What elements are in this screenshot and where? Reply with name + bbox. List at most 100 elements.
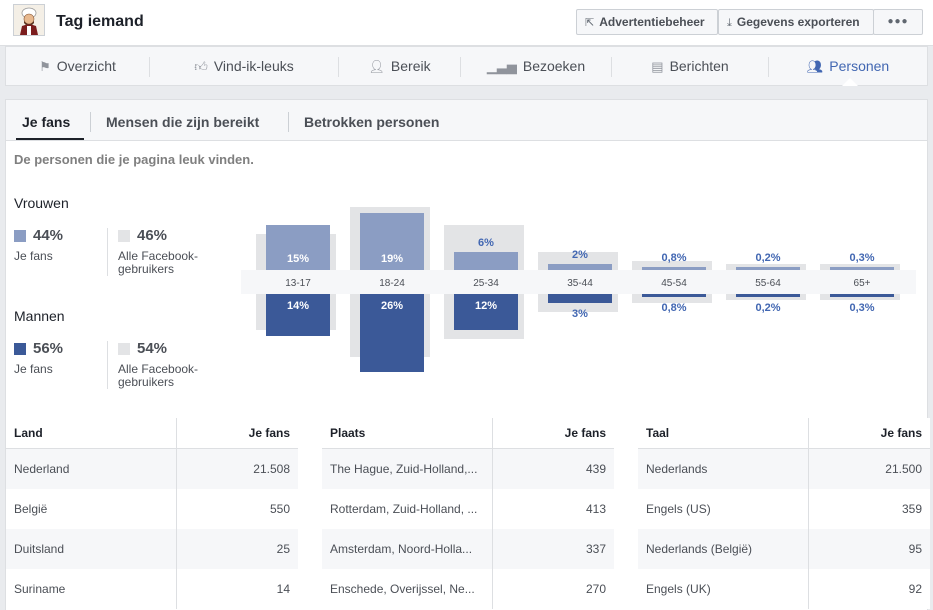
table-cell-fans: 21.508 bbox=[175, 448, 298, 489]
audience-subtabs: Je fans Mensen die zijn bereikt Betrokke… bbox=[6, 100, 927, 141]
table-row[interactable]: Nederland 21.508 bbox=[6, 448, 298, 489]
tab-vind-ik-leuks-label: Vind-ik-leuks bbox=[213, 58, 294, 74]
age-tick-label: 45-54 bbox=[661, 278, 687, 289]
men-value-label: 0,3% bbox=[849, 302, 874, 314]
more-button[interactable]: ●●● bbox=[873, 9, 923, 35]
chef-avatar-icon bbox=[14, 5, 44, 35]
section-description: De personen die je pagina leuk vinden. bbox=[14, 152, 254, 167]
tab-bezoeken[interactable]: ▁▃▅ Bezoeken bbox=[461, 47, 611, 85]
table-cell-name: Nederlands (België) bbox=[638, 529, 808, 569]
women-value-label: 19% bbox=[381, 253, 403, 265]
subtab-divider bbox=[90, 112, 91, 132]
women-value-label: 0,2% bbox=[755, 252, 780, 264]
thumbs-up-icon: 👍︎ bbox=[194, 59, 208, 74]
subtab-betrokken[interactable]: Betrokken personen bbox=[304, 114, 440, 130]
table-cell-fans: 359 bbox=[807, 489, 930, 529]
ads-manager-button[interactable]: ⇱ Advertentiebeheer bbox=[576, 9, 718, 35]
women-fans-bar bbox=[830, 267, 894, 270]
tab-vind-ik-leuks[interactable]: 👍︎ Vind-ik-leuks bbox=[150, 47, 338, 85]
nav-divider bbox=[611, 57, 612, 77]
table-cell-fans: 270 bbox=[491, 569, 614, 609]
men-label: Mannen bbox=[14, 308, 65, 324]
table-cell-name: Rotterdam, Zuid-Holland, ... bbox=[322, 489, 492, 529]
table-row[interactable]: Duitsland 25 bbox=[6, 529, 298, 569]
city-column-header[interactable]: Plaats bbox=[322, 418, 492, 449]
export-data-button[interactable]: ⤓ Gegevens exporteren bbox=[718, 9, 874, 35]
women-value-label: 6% bbox=[478, 237, 494, 249]
subtab-active-underline bbox=[16, 138, 84, 140]
table-row[interactable]: Amsterdam, Noord-Holla... 337 bbox=[322, 529, 614, 569]
page-header: Tag iemand ⇱ Advertentiebeheer ⤓ Gegevens … bbox=[0, 0, 933, 46]
people-panel: Je fans Mensen die zijn bereikt Betrokke… bbox=[5, 99, 930, 610]
women-all-label-2: gebruikers bbox=[118, 262, 175, 276]
subtab-bereikt[interactable]: Mensen die zijn bereikt bbox=[106, 114, 260, 130]
age-tick-label: 55-64 bbox=[755, 278, 781, 289]
table-row[interactable]: België 550 bbox=[6, 489, 298, 529]
active-tab-caret bbox=[842, 78, 858, 86]
men-fans-label: Je fans bbox=[14, 362, 53, 376]
men-fans-bar bbox=[266, 294, 330, 336]
men-all-swatch bbox=[118, 343, 130, 355]
table-row[interactable]: The Hague, Zuid-Holland,... 439 bbox=[322, 448, 614, 489]
table-row[interactable]: Nederlands (België) 95 bbox=[638, 529, 930, 569]
table-cell-name: Suriname bbox=[6, 569, 176, 609]
tab-overzicht[interactable]: ⚑ Overzicht bbox=[6, 47, 149, 85]
table-cell-name: The Hague, Zuid-Holland,... bbox=[322, 448, 492, 489]
country-fans-column-header[interactable]: Je fans bbox=[175, 418, 298, 449]
women-all-swatch bbox=[118, 230, 130, 242]
women-fans-bar bbox=[266, 225, 330, 270]
men-fans-bar bbox=[360, 294, 424, 372]
women-fans-bar bbox=[642, 267, 706, 270]
table-cell-name: Enschede, Overijssel, Ne... bbox=[322, 569, 492, 609]
page-title[interactable]: Tag iemand bbox=[56, 13, 144, 30]
table-cell-fans: 21.500 bbox=[807, 448, 930, 489]
women-value-label: 0,8% bbox=[661, 252, 686, 264]
city-fans-column-header[interactable]: Je fans bbox=[491, 418, 614, 449]
age-tick-label: 13-17 bbox=[285, 278, 311, 289]
men-fans-bar bbox=[830, 294, 894, 297]
table-row[interactable]: Engels (US) 359 bbox=[638, 489, 930, 529]
women-value-label: 0,3% bbox=[849, 252, 874, 264]
table-cell-name: Nederland bbox=[6, 448, 176, 489]
nav-divider bbox=[149, 57, 150, 77]
table-row[interactable]: Enschede, Overijssel, Ne... 270 bbox=[322, 569, 614, 609]
tab-berichten[interactable]: ▤ Berichten bbox=[612, 47, 768, 85]
women-value-label: 15% bbox=[287, 253, 309, 265]
men-fans-bar bbox=[454, 294, 518, 330]
person-icon: 👤︎ bbox=[368, 59, 385, 74]
women-label: Vrouwen bbox=[14, 195, 69, 211]
table-row[interactable]: Engels (UK) 92 bbox=[638, 569, 930, 609]
table-row[interactable]: Rotterdam, Zuid-Holland, ... 413 bbox=[322, 489, 614, 529]
subtab-je-fans[interactable]: Je fans bbox=[22, 114, 71, 130]
men-all-label-1: Alle Facebook- bbox=[118, 362, 199, 376]
tab-bezoeken-label: Bezoeken bbox=[522, 58, 586, 74]
table-cell-fans: 95 bbox=[807, 529, 930, 569]
nav-divider bbox=[460, 57, 461, 77]
table-row[interactable]: Suriname 14 bbox=[6, 569, 298, 609]
table-row[interactable]: Nederlands 21.500 bbox=[638, 448, 930, 489]
women-summary-divider bbox=[107, 228, 108, 276]
table-cell-name: Amsterdam, Noord-Holla... bbox=[322, 529, 492, 569]
women-all-label-1: Alle Facebook- bbox=[118, 249, 199, 263]
tab-berichten-label: Berichten bbox=[669, 58, 729, 74]
table-cell-fans: 550 bbox=[175, 489, 298, 529]
language-fans-column-header[interactable]: Je fans bbox=[807, 418, 930, 449]
page-avatar[interactable] bbox=[13, 4, 45, 36]
women-fans-swatch bbox=[14, 230, 26, 242]
table-cell-fans: 25 bbox=[175, 529, 298, 569]
country-column-header[interactable]: Land bbox=[6, 418, 176, 449]
tab-bereik[interactable]: 👤︎ Bereik bbox=[339, 47, 460, 85]
tab-personen-label: Personen bbox=[829, 58, 890, 74]
women-fans-bar bbox=[548, 264, 612, 270]
nav-divider bbox=[768, 57, 769, 77]
table-cell-fans: 92 bbox=[807, 569, 930, 609]
table-cell-fans: 439 bbox=[491, 448, 614, 489]
table-cell-name: Engels (US) bbox=[638, 489, 808, 529]
tab-personen[interactable]: 👥︎ Personen bbox=[769, 47, 927, 85]
age-tick-label: 35-44 bbox=[567, 278, 593, 289]
download-icon: ⤓ bbox=[727, 17, 732, 29]
women-fans-pct: 44% bbox=[33, 227, 64, 244]
language-column-header[interactable]: Taal bbox=[638, 418, 808, 449]
women-fans-bar bbox=[360, 213, 424, 270]
women-fans-label: Je fans bbox=[14, 249, 53, 263]
